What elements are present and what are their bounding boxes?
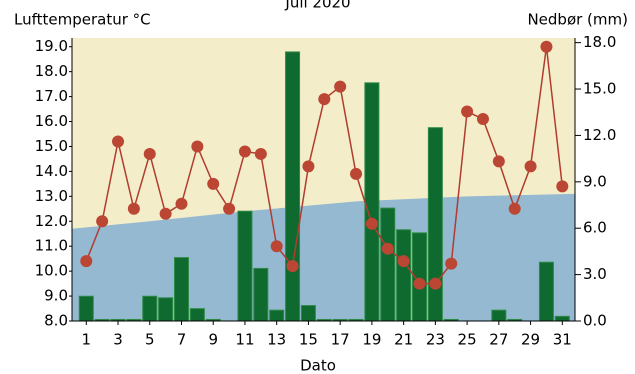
temperature-point — [191, 140, 204, 153]
y2-tick-label: 18.0 — [583, 33, 616, 51]
y2-tick-label: 9.0 — [583, 172, 607, 190]
temperature-point — [80, 255, 93, 268]
y-tick-label: 17.0 — [35, 87, 68, 105]
precipitation-bar — [364, 82, 380, 322]
y-tick-label: 16.0 — [35, 112, 68, 130]
precipitation-bar — [491, 309, 507, 322]
x-tick-label: 1 — [82, 331, 92, 349]
y2-tick-label: 6.0 — [583, 219, 607, 237]
x-tick-label: 17 — [331, 331, 350, 349]
x-tick-label: 29 — [521, 331, 540, 349]
temperature-point — [127, 202, 140, 215]
temperature-point — [175, 197, 188, 210]
x-tick-label: 5 — [145, 331, 155, 349]
x-tick-label: 19 — [362, 331, 381, 349]
temperature-point — [223, 202, 236, 215]
x-axis-label: Dato — [300, 357, 336, 374]
temperature-point — [318, 93, 331, 106]
temperature-point — [238, 145, 251, 158]
precipitation-bar — [380, 207, 396, 322]
temperature-point — [302, 160, 315, 173]
x-tick-label: 23 — [426, 331, 445, 349]
x-tick-label: 15 — [299, 331, 318, 349]
normal-area — [72, 193, 575, 321]
temperature-point — [270, 240, 283, 253]
precipitation-bar — [269, 309, 285, 322]
temperature-point — [334, 80, 347, 93]
temperature-point — [397, 255, 410, 268]
temperature-point — [286, 260, 299, 273]
y2-axis-label: Nedbør (mm) — [527, 11, 628, 29]
precipitation-bar — [253, 267, 269, 322]
y-axis-label: Lufttemperatur °C — [14, 11, 151, 29]
temperature-point — [429, 277, 442, 290]
chart-title: Juli 2020 — [284, 0, 350, 12]
temperature-point — [159, 207, 172, 220]
temperature-point — [445, 257, 458, 270]
precipitation-bar — [300, 305, 316, 322]
temperature-point — [476, 113, 489, 126]
temperature-point — [96, 215, 109, 228]
x-tick-label: 9 — [208, 331, 218, 349]
precipitation-bar — [173, 257, 189, 322]
temperature-point — [350, 167, 363, 180]
temperature-point — [508, 202, 521, 215]
precipitation-bar — [142, 295, 158, 322]
precipitation-bar — [189, 308, 205, 322]
y-tick-label: 11.0 — [35, 237, 68, 255]
y-tick-label: 14.0 — [35, 162, 68, 180]
temperature-point — [540, 40, 553, 53]
precipitation-bar — [237, 210, 253, 322]
y-tick-label: 15.0 — [35, 137, 68, 155]
x-tick-label: 25 — [458, 331, 477, 349]
temperature-point — [143, 147, 156, 160]
temperature-point — [381, 242, 394, 255]
temperature-point — [254, 147, 267, 160]
temperature-point — [365, 217, 378, 230]
temperature-point — [461, 105, 474, 118]
y-tick-label: 12.0 — [35, 212, 68, 230]
precipitation-bar — [554, 315, 570, 322]
y-tick-label: 19.0 — [35, 37, 68, 55]
temperature-point — [112, 135, 125, 148]
y-tick-label: 9.0 — [44, 287, 68, 305]
precipitation-bar — [158, 297, 174, 322]
y2-tick-label: 3.0 — [583, 265, 607, 283]
precipitation-bar — [78, 295, 94, 322]
y-tick-label: 8.0 — [44, 312, 68, 330]
y-tick-label: 18.0 — [35, 62, 68, 80]
y2-tick-label: 0.0 — [583, 312, 607, 330]
y2-tick-label: 12.0 — [583, 126, 616, 144]
x-tick-label: 31 — [553, 331, 572, 349]
precipitation-bar — [538, 261, 554, 322]
temperature-point — [413, 277, 426, 290]
temperature-point — [556, 180, 569, 193]
y-tick-label: 13.0 — [35, 187, 68, 205]
temperature-point — [207, 177, 220, 190]
precipitation-bar — [427, 127, 443, 322]
x-tick-label: 7 — [177, 331, 187, 349]
x-tick-label: 13 — [267, 331, 286, 349]
precipitation-bar — [285, 51, 301, 322]
temperature-point — [524, 160, 537, 173]
x-tick-label: 11 — [235, 331, 254, 349]
x-tick-label: 21 — [394, 331, 413, 349]
precipitation-bar — [396, 229, 412, 322]
temperature-point — [492, 155, 505, 168]
x-tick-label: 27 — [489, 331, 508, 349]
y2-tick-label: 15.0 — [583, 80, 616, 98]
x-tick-label: 3 — [113, 331, 123, 349]
y-tick-label: 10.0 — [35, 262, 68, 280]
